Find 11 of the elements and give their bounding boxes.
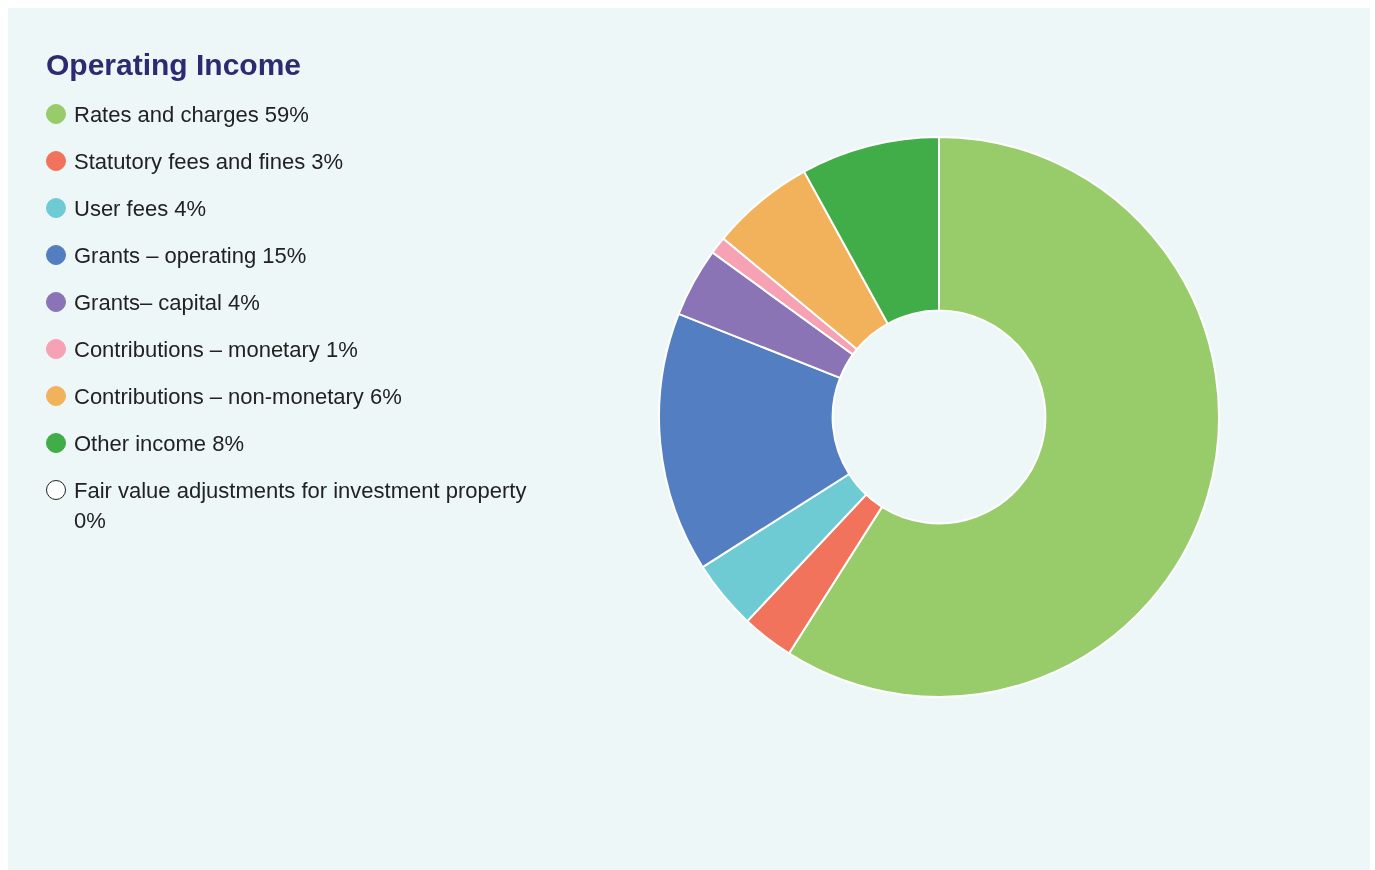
legend-label: Grants – operating 15%: [74, 242, 307, 270]
text: 0%: [74, 508, 106, 533]
legend-label: Other income 8%: [74, 430, 244, 458]
legend-label: User fees 4%: [74, 195, 207, 223]
legend-label: Contributions – non-monetary 6%: [74, 383, 402, 411]
legend-label: Statutory fees and fines 3%: [74, 148, 344, 176]
legend-label: Contributions – monetary 1%: [74, 336, 358, 364]
legend-label: Grants– capital 4%: [74, 289, 260, 317]
legend-label: Fair value adjustments for investment property: [74, 478, 527, 503]
legend-label: Rates and charges 59%: [74, 101, 309, 129]
chart-title: Operating Income: [46, 48, 302, 82]
